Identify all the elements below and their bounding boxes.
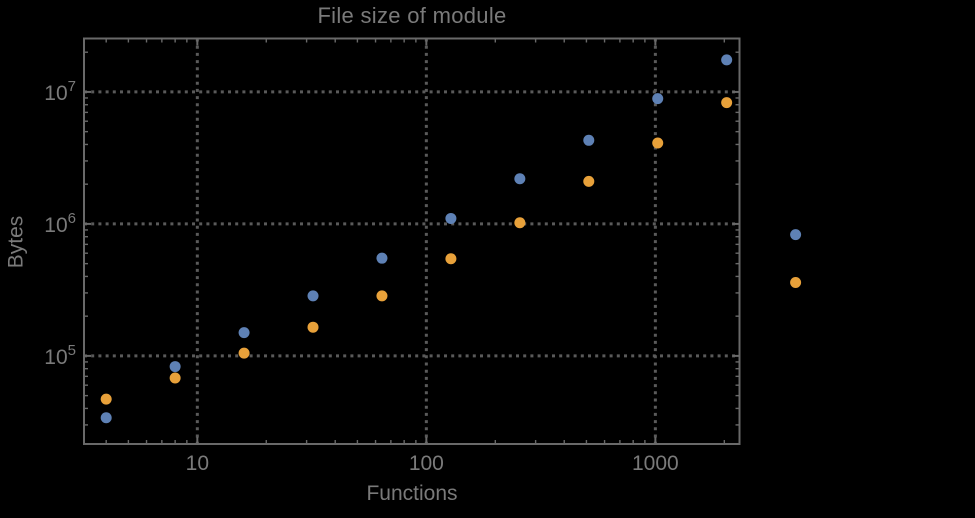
data-point-orange — [100, 393, 112, 405]
data-point-blue — [721, 54, 733, 66]
x-tick-label: 100 — [409, 452, 444, 475]
plot-frame — [83, 37, 741, 445]
data-point-blue — [445, 212, 457, 224]
x-axis-label: Functions — [366, 482, 458, 505]
data-point-orange — [238, 347, 250, 359]
data-point-orange — [790, 276, 802, 288]
x-tick-label: 10 — [186, 452, 209, 475]
data-point-orange — [307, 321, 319, 333]
data-point-blue — [652, 93, 664, 105]
data-point-blue — [583, 134, 595, 146]
y-tick-label: 106 — [44, 210, 76, 237]
data-point-orange — [169, 372, 181, 384]
data-point-orange — [652, 137, 664, 149]
data-point-blue — [307, 290, 319, 302]
data-point-blue — [100, 412, 112, 424]
data-point-blue — [790, 229, 802, 241]
data-point-blue — [376, 252, 388, 264]
y-axis-label: Bytes — [4, 215, 28, 269]
data-point-orange — [376, 290, 388, 302]
data-point-orange — [445, 253, 457, 265]
data-point-orange — [514, 217, 526, 229]
y-tick-label: 107 — [44, 78, 76, 105]
data-point-orange — [721, 97, 733, 109]
data-point-blue — [514, 173, 526, 185]
y-tick-label: 105 — [44, 342, 76, 369]
x-tick-label: 1000 — [632, 452, 679, 475]
data-point-blue — [238, 327, 250, 339]
chart-title: File size of module — [317, 3, 507, 28]
data-point-orange — [583, 175, 595, 187]
data-point-blue — [169, 361, 181, 373]
